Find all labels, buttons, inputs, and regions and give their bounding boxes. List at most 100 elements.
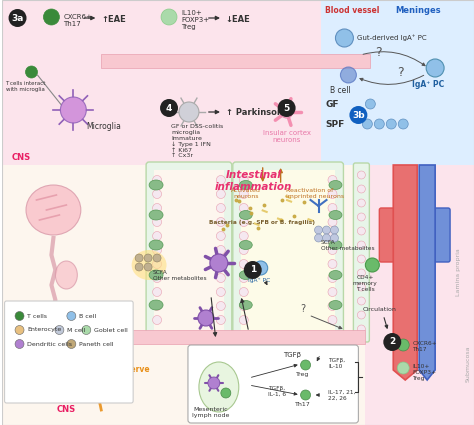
Ellipse shape [239, 270, 252, 280]
Ellipse shape [149, 300, 163, 310]
Circle shape [198, 310, 214, 326]
Circle shape [153, 315, 162, 325]
Circle shape [383, 333, 401, 351]
Ellipse shape [199, 362, 239, 412]
Ellipse shape [329, 210, 342, 219]
Text: Treg: Treg [296, 372, 309, 377]
Circle shape [216, 246, 225, 255]
Text: Microglia: Microglia [86, 122, 121, 131]
Circle shape [328, 204, 337, 212]
Text: 3a: 3a [11, 14, 24, 23]
Text: Activated
neurons: Activated neurons [231, 188, 261, 199]
Circle shape [239, 176, 248, 184]
Circle shape [60, 97, 86, 123]
Text: ↑EAE: ↑EAE [101, 15, 126, 24]
Text: ?: ? [375, 45, 382, 59]
Circle shape [153, 204, 162, 212]
Ellipse shape [329, 270, 342, 280]
Text: Lamina propria: Lamina propria [456, 248, 461, 296]
Text: Paneth cell: Paneth cell [79, 342, 113, 346]
Text: M cell: M cell [67, 328, 85, 332]
Circle shape [216, 204, 225, 212]
Bar [101, 330, 365, 344]
Circle shape [208, 377, 220, 389]
Circle shape [357, 269, 365, 277]
Circle shape [328, 246, 337, 255]
Text: CXCR6+
Th17: CXCR6+ Th17 [412, 341, 437, 352]
Circle shape [216, 232, 225, 241]
Circle shape [216, 315, 225, 325]
Circle shape [135, 254, 143, 262]
Text: TGFβ,
IL-1, 6: TGFβ, IL-1, 6 [268, 386, 286, 397]
Ellipse shape [239, 241, 252, 249]
Text: Submucosa: Submucosa [465, 345, 471, 382]
Circle shape [239, 315, 248, 325]
Ellipse shape [132, 250, 166, 280]
Circle shape [357, 185, 365, 193]
Polygon shape [393, 165, 417, 380]
Ellipse shape [239, 210, 252, 219]
Circle shape [330, 226, 338, 234]
Bar [365, 165, 474, 425]
Text: T cells: T cells [27, 314, 47, 318]
Circle shape [153, 246, 162, 255]
Text: 2: 2 [389, 337, 395, 346]
FancyBboxPatch shape [188, 345, 358, 423]
Text: 1: 1 [250, 266, 256, 275]
Circle shape [216, 190, 225, 198]
Text: GF: GF [326, 100, 339, 109]
Text: 5: 5 [283, 104, 290, 113]
Text: ↓EAE: ↓EAE [226, 15, 251, 24]
Ellipse shape [149, 270, 163, 280]
FancyBboxPatch shape [5, 301, 133, 403]
Circle shape [397, 362, 409, 374]
Text: Meninges: Meninges [395, 6, 441, 15]
Circle shape [386, 119, 396, 129]
Circle shape [357, 297, 365, 305]
Text: CXCR6+
Th17: CXCR6+ Th17 [64, 14, 92, 27]
Text: T cells interact
with microglia: T cells interact with microglia [5, 81, 46, 92]
Circle shape [278, 99, 296, 117]
Circle shape [216, 287, 225, 297]
Circle shape [328, 232, 337, 241]
Circle shape [328, 176, 337, 184]
Text: IL-17, 21,
22, 26: IL-17, 21, 22, 26 [328, 390, 356, 401]
Text: ↑ Parkinson’s: ↑ Parkinson’s [226, 108, 291, 117]
Text: 4: 4 [166, 104, 172, 113]
Circle shape [357, 199, 365, 207]
Circle shape [328, 218, 337, 227]
Circle shape [239, 260, 248, 269]
Text: CNS: CNS [56, 405, 75, 414]
Circle shape [67, 312, 76, 320]
Circle shape [15, 312, 24, 320]
Circle shape [239, 204, 248, 212]
Circle shape [153, 218, 162, 227]
Circle shape [153, 254, 161, 262]
Circle shape [254, 261, 268, 275]
Circle shape [357, 325, 365, 333]
Circle shape [161, 9, 177, 25]
Bar [1, 165, 474, 425]
Circle shape [357, 255, 365, 263]
Text: GF or DSS-colitis
microglia
Immature
↓ Type 1 IFN
↑ Ki67
↑ Cx3r: GF or DSS-colitis microglia Immature ↓ T… [171, 124, 223, 159]
Text: Vagus nerve: Vagus nerve [96, 365, 150, 374]
Circle shape [336, 29, 354, 47]
Circle shape [239, 232, 248, 241]
Circle shape [357, 227, 365, 235]
Circle shape [244, 261, 262, 279]
Text: Mesenteric
lymph node: Mesenteric lymph node [192, 407, 229, 418]
FancyBboxPatch shape [354, 163, 369, 342]
Text: ?: ? [397, 65, 403, 79]
Text: CD4+
memory
T cells: CD4+ memory T cells [353, 275, 378, 292]
Circle shape [357, 283, 365, 291]
Circle shape [315, 226, 322, 234]
Circle shape [135, 263, 143, 271]
Ellipse shape [329, 181, 342, 190]
Bar [1, 0, 474, 58]
Circle shape [357, 213, 365, 221]
Circle shape [426, 59, 444, 77]
Circle shape [328, 301, 337, 311]
Circle shape [322, 234, 330, 242]
Circle shape [15, 326, 24, 334]
Text: Th17: Th17 [295, 402, 310, 407]
